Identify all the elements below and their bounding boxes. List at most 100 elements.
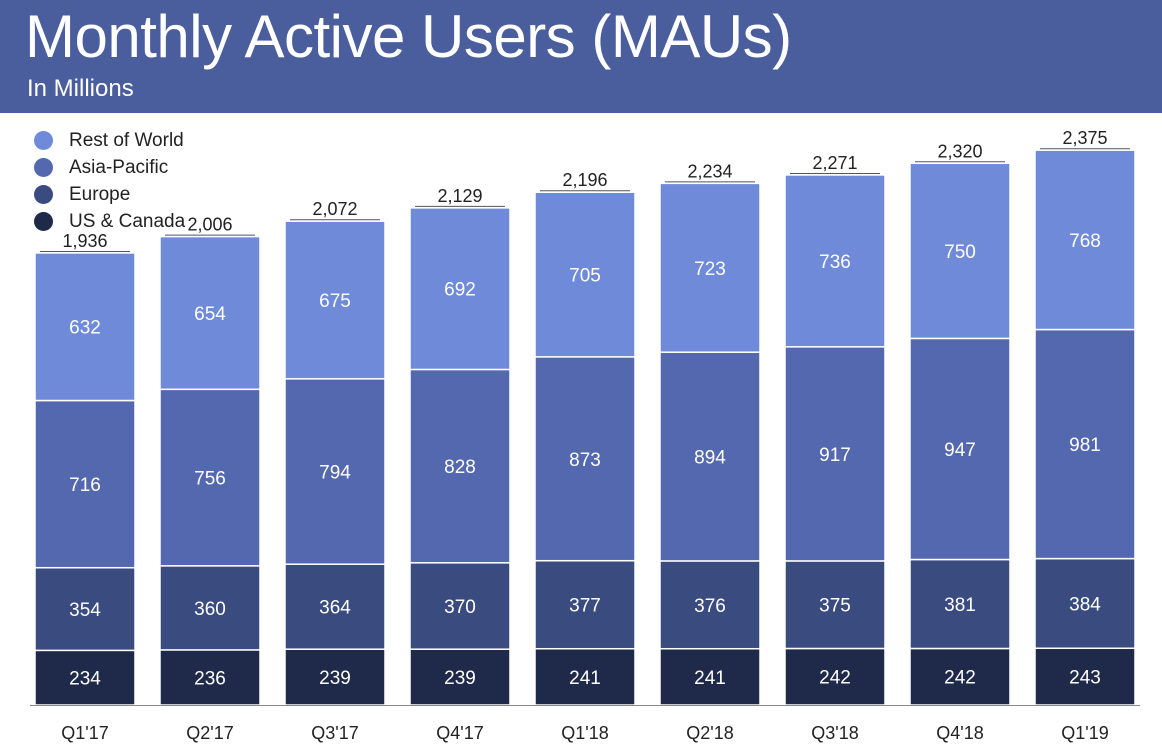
data-label-asia-pacific-5: 873: [569, 450, 601, 471]
total-label-8: 2,320: [937, 141, 982, 161]
data-label-asia-pacific-8: 947: [944, 440, 976, 461]
legend-swatch-asia-pacific: [34, 158, 53, 177]
x-tick-label-7: Q3'18: [811, 723, 858, 743]
bar-segment-asia-pacific-2: [159, 388, 261, 567]
legend-label-us-canada: US & Canada: [69, 210, 186, 232]
bar-segment-us-canada-5: [534, 647, 636, 706]
legend-swatch-rest-of-world: [34, 131, 53, 150]
bar-segment-europe-3: [284, 563, 386, 650]
bar-segment-europe-7: [784, 560, 886, 650]
data-label-rest-of-world-2: 654: [194, 304, 226, 325]
data-label-us-canada-6: 241: [694, 668, 726, 689]
total-label-1: 1,936: [62, 231, 107, 251]
x-tick-label-3: Q3'17: [311, 723, 358, 743]
bar-segment-asia-pacific-6: [659, 351, 761, 562]
total-label-2: 2,006: [187, 215, 232, 235]
bar-segment-rest-of-world-1: [34, 252, 136, 402]
total-label-4: 2,129: [437, 186, 482, 206]
bar-segment-rest-of-world-6: [659, 182, 761, 353]
data-label-rest-of-world-8: 750: [944, 242, 976, 263]
data-label-europe-6: 376: [694, 596, 726, 617]
data-label-asia-pacific-1: 716: [69, 475, 101, 496]
data-label-rest-of-world-1: 632: [69, 318, 101, 339]
data-label-us-canada-3: 239: [319, 668, 351, 689]
bar-segment-rest-of-world-4: [409, 207, 511, 371]
data-label-europe-9: 384: [1069, 594, 1101, 615]
data-label-europe-7: 375: [819, 596, 851, 617]
bar-segment-us-canada-2: [159, 649, 261, 706]
data-label-europe-3: 364: [319, 598, 351, 619]
data-label-rest-of-world-9: 768: [1069, 231, 1101, 252]
bar-segment-europe-1: [34, 566, 136, 652]
data-label-asia-pacific-3: 794: [319, 463, 351, 484]
legend-label-asia-pacific: Asia-Pacific: [69, 156, 169, 178]
bar-segment-europe-9: [1034, 557, 1136, 650]
data-label-asia-pacific-9: 981: [1069, 435, 1101, 456]
total-label-9: 2,375: [1062, 128, 1107, 148]
data-label-rest-of-world-5: 705: [569, 266, 601, 287]
legend-label-europe: Europe: [69, 183, 131, 205]
legend-swatch-europe: [34, 185, 53, 204]
legend-item-us-canada: US & Canada: [34, 208, 185, 235]
legend-item-rest-of-world: Rest of World: [34, 127, 185, 154]
data-label-europe-5: 377: [569, 596, 601, 617]
data-label-asia-pacific-6: 894: [694, 448, 726, 469]
data-label-europe-2: 360: [194, 599, 226, 620]
x-tick-label-2: Q2'17: [186, 723, 233, 743]
chart-subtitle: In Millions: [27, 75, 134, 102]
data-label-us-canada-8: 242: [944, 668, 976, 689]
x-tick-label-8: Q4'18: [936, 723, 983, 743]
legend-label-rest-of-world: Rest of World: [69, 129, 184, 151]
total-label-6: 2,234: [687, 161, 732, 181]
bar-segment-asia-pacific-5: [534, 356, 636, 562]
bar-segment-rest-of-world-3: [284, 220, 386, 380]
x-tick-label-6: Q2'18: [686, 723, 733, 743]
data-label-rest-of-world-4: 692: [444, 280, 476, 301]
bar-segment-us-canada-3: [284, 648, 386, 706]
data-label-us-canada-1: 234: [69, 669, 101, 690]
bar-segment-us-canada-8: [909, 647, 1011, 706]
data-label-us-canada-7: 242: [819, 668, 851, 689]
chart-legend: Rest of World Asia-Pacific Europe US & Cana…: [34, 127, 185, 235]
chart-title: Monthly Active Users (MAUs): [25, 3, 792, 70]
x-tick-label-4: Q4'17: [436, 723, 483, 743]
bar-segment-us-canada-1: [34, 649, 136, 706]
x-tick-label-9: Q1'19: [1061, 723, 1108, 743]
x-tick-label-5: Q1'18: [561, 723, 608, 743]
data-label-europe-8: 381: [944, 595, 976, 616]
legend-swatch-us-canada: [34, 212, 53, 231]
data-label-asia-pacific-4: 828: [444, 457, 476, 478]
bar-segment-asia-pacific-1: [34, 399, 136, 569]
data-label-asia-pacific-2: 756: [194, 469, 226, 490]
bar-segment-europe-4: [409, 562, 511, 650]
data-label-rest-of-world-7: 736: [819, 252, 851, 273]
x-tick-label-1: Q1'17: [61, 723, 108, 743]
bar-segment-us-canada-6: [659, 647, 761, 706]
data-label-us-canada-4: 239: [444, 668, 476, 689]
bar-segment-asia-pacific-8: [909, 337, 1011, 561]
bar-segment-europe-6: [659, 560, 761, 650]
data-label-us-canada-9: 243: [1069, 668, 1101, 689]
bar-segment-rest-of-world-2: [159, 235, 261, 391]
bar-segment-rest-of-world-7: [784, 174, 886, 348]
bar-segment-rest-of-world-8: [909, 162, 1011, 340]
bar-segment-europe-5: [534, 559, 636, 650]
bar-segment-asia-pacific-9: [1034, 328, 1136, 560]
data-label-rest-of-world-6: 723: [694, 259, 726, 280]
legend-item-asia-pacific: Asia-Pacific: [34, 154, 185, 181]
total-label-5: 2,196: [562, 170, 607, 190]
total-label-3: 2,072: [312, 199, 357, 219]
bar-segment-asia-pacific-7: [784, 346, 886, 562]
bar-segment-rest-of-world-5: [534, 191, 636, 358]
bar-segment-asia-pacific-3: [284, 378, 386, 565]
bar-segment-us-canada-4: [409, 648, 511, 706]
bar-segment-us-canada-7: [784, 647, 886, 706]
bar-segment-asia-pacific-4: [409, 368, 511, 564]
legend-item-europe: Europe: [34, 181, 185, 208]
data-label-europe-1: 354: [69, 600, 101, 621]
data-label-europe-4: 370: [444, 597, 476, 618]
data-label-us-canada-2: 236: [194, 668, 226, 689]
chart-header: Monthly Active Users (MAUs) In Millions: [0, 0, 1162, 113]
data-label-us-canada-5: 241: [569, 668, 601, 689]
